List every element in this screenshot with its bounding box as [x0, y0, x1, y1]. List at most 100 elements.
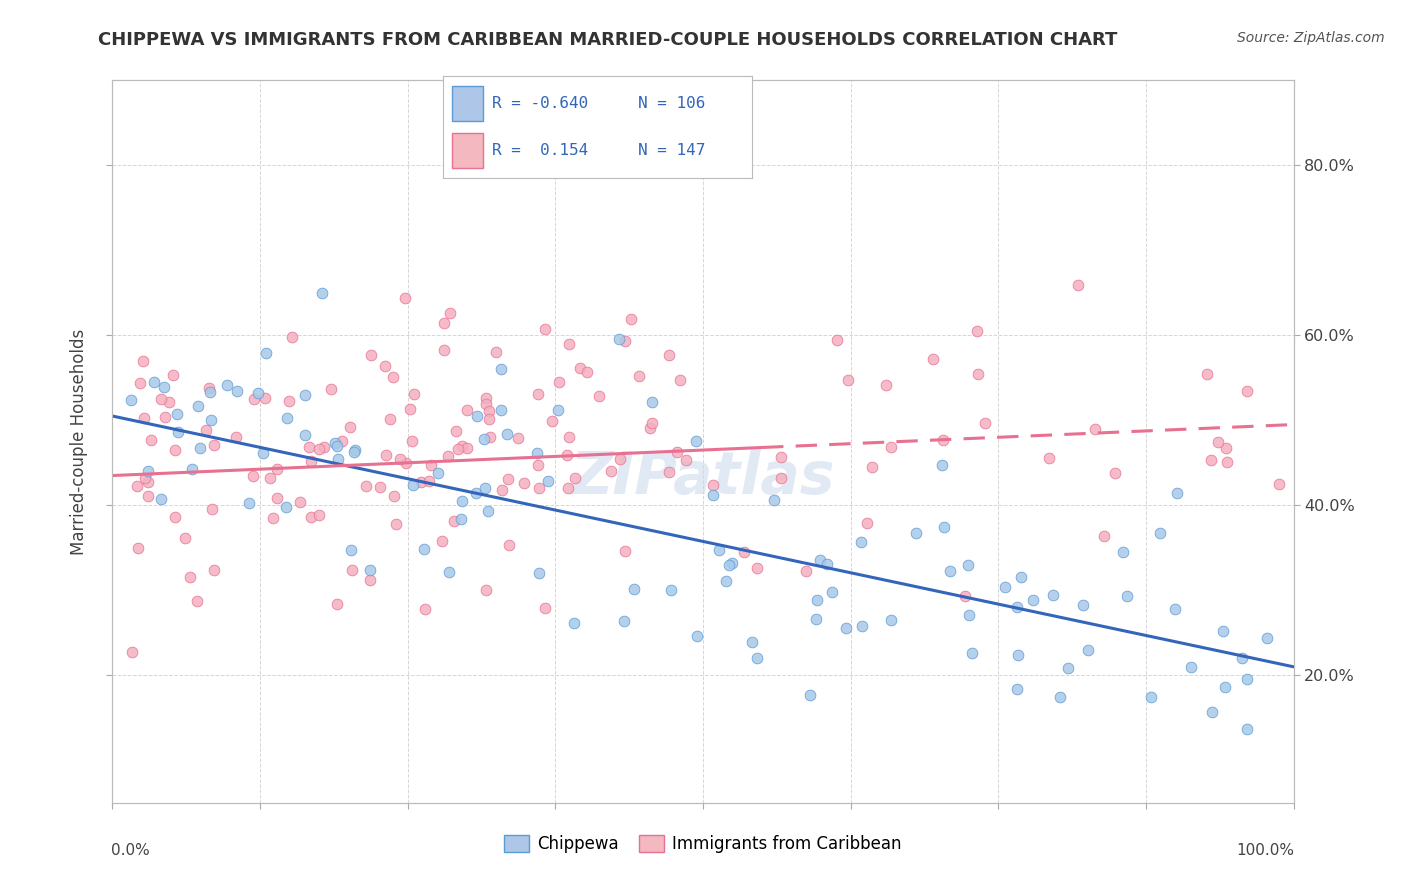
Point — [134, 471, 156, 485]
Point — [475, 583, 498, 598]
Point — [433, 343, 456, 357]
Point — [141, 433, 163, 447]
Point — [745, 651, 768, 665]
Point — [451, 494, 474, 508]
Point — [374, 359, 396, 373]
Point — [198, 381, 221, 395]
Point — [557, 481, 579, 495]
Point — [1007, 648, 1029, 662]
Point — [402, 387, 425, 401]
Point — [325, 439, 347, 453]
Point — [389, 452, 412, 467]
Point — [741, 634, 763, 648]
Point — [427, 466, 450, 480]
Point — [186, 594, 208, 608]
Point — [179, 569, 201, 583]
Point — [834, 621, 856, 635]
Point — [311, 285, 333, 300]
Point — [491, 483, 513, 497]
Point — [1201, 705, 1223, 719]
Point — [575, 365, 598, 379]
Legend: Chippewa, Immigrants from Caribbean: Chippewa, Immigrants from Caribbean — [498, 828, 908, 860]
Point — [1199, 453, 1222, 467]
Point — [534, 600, 557, 615]
Point — [437, 449, 460, 463]
Bar — [453, 87, 484, 121]
Point — [880, 441, 903, 455]
Point — [686, 629, 709, 643]
Point — [1115, 590, 1137, 604]
Point — [443, 514, 465, 528]
Text: 0.0%: 0.0% — [111, 843, 150, 857]
Point — [1042, 589, 1064, 603]
Point — [298, 440, 321, 454]
Point — [198, 385, 221, 400]
Point — [733, 545, 755, 559]
Point — [266, 491, 288, 505]
Point — [1057, 660, 1080, 674]
Point — [299, 510, 322, 524]
Text: N = 106: N = 106 — [638, 96, 706, 111]
Point — [121, 645, 143, 659]
Text: 100.0%: 100.0% — [1237, 843, 1295, 857]
Point — [668, 373, 690, 387]
Point — [513, 475, 536, 490]
Point — [1077, 642, 1099, 657]
Point — [762, 493, 785, 508]
Point — [194, 423, 217, 437]
Point — [526, 446, 548, 460]
Point — [1215, 442, 1237, 456]
Point — [817, 557, 839, 571]
Point — [136, 489, 159, 503]
Point — [562, 616, 585, 631]
Point — [709, 543, 731, 558]
Point — [330, 434, 353, 448]
Point — [489, 402, 512, 417]
Point — [527, 566, 550, 580]
Point — [659, 583, 682, 598]
Point — [247, 386, 270, 401]
Point — [266, 462, 288, 476]
Point — [382, 489, 405, 503]
Point — [1022, 592, 1045, 607]
Point — [609, 451, 631, 466]
Point — [973, 417, 995, 431]
Point — [395, 456, 418, 470]
Point — [540, 414, 562, 428]
Point — [465, 486, 488, 500]
Point — [1005, 600, 1028, 615]
Point — [465, 409, 488, 423]
Point — [1067, 278, 1090, 293]
Point — [1049, 690, 1071, 704]
Point — [439, 306, 461, 320]
Point — [1236, 384, 1258, 399]
Point — [253, 392, 276, 406]
Point — [837, 373, 859, 387]
Point — [308, 442, 330, 456]
Point — [1092, 529, 1115, 543]
Point — [555, 448, 578, 462]
Point — [658, 465, 681, 479]
Point — [1212, 624, 1234, 639]
Point — [215, 378, 238, 392]
Point — [200, 413, 222, 427]
Point — [855, 516, 877, 530]
Point — [157, 395, 180, 409]
Point — [359, 573, 381, 587]
Point — [657, 348, 679, 362]
Point — [132, 411, 155, 425]
Point — [384, 517, 406, 532]
Text: CHIPPEWA VS IMMIGRANTS FROM CARIBBEAN MARRIED-COUPLE HOUSEHOLDS CORRELATION CHAR: CHIPPEWA VS IMMIGRANTS FROM CARIBBEAN MA… — [98, 31, 1118, 49]
Point — [252, 446, 274, 460]
Point — [640, 421, 662, 435]
Point — [1236, 672, 1258, 686]
Point — [702, 488, 724, 502]
Point — [378, 412, 401, 426]
Point — [957, 558, 980, 573]
Point — [136, 475, 159, 489]
Point — [702, 477, 724, 491]
Point — [1038, 451, 1060, 466]
Point — [433, 316, 456, 330]
Point — [401, 434, 423, 449]
Y-axis label: Married-couple Households: Married-couple Households — [70, 328, 89, 555]
